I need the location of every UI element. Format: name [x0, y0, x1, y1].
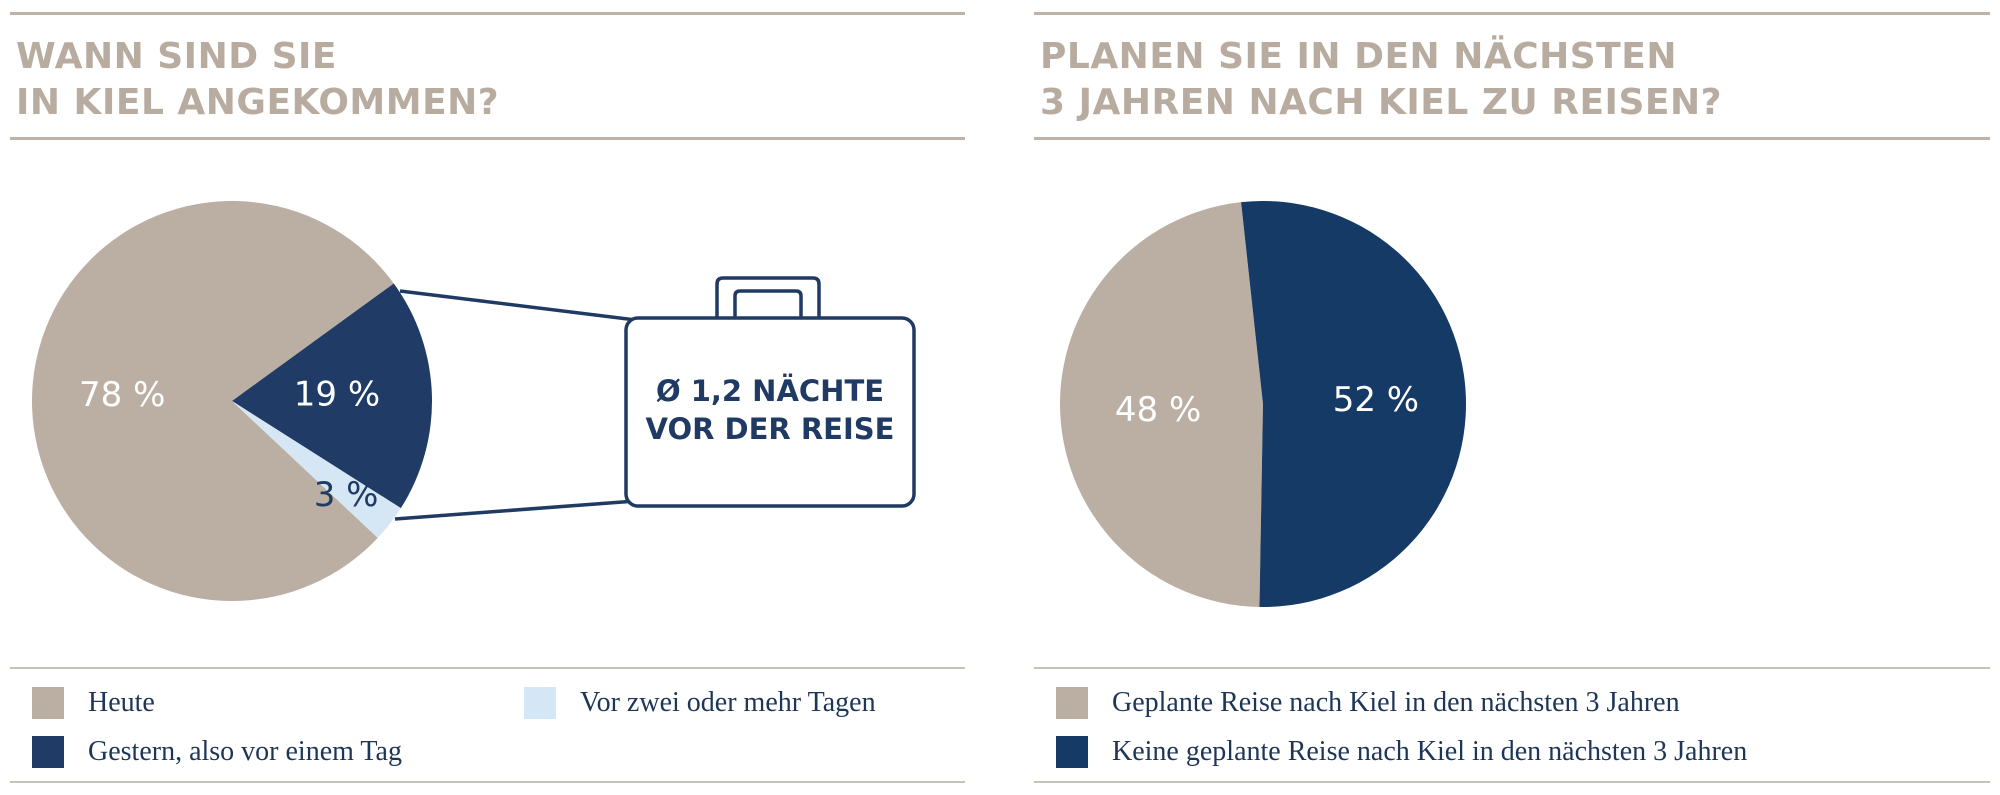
callout-connector	[394, 289, 637, 521]
legend-label: Keine geplante Reise nach Kiel in den nä…	[1112, 736, 1748, 767]
chart-title: PLANEN SIE IN DEN NÄCHSTEN 3 JAHREN NACH…	[1040, 34, 1722, 126]
future-trip-pie-chart: 48 % 52 %	[1059, 201, 1466, 607]
legend-label: Vor zwei oder mehr Tagen	[580, 687, 876, 718]
suitcase-icon	[624, 276, 916, 508]
pie-data-label: 52 %	[1333, 380, 1419, 420]
top-rule	[10, 12, 965, 15]
legend-label: Gestern, also vor einem Tag	[88, 736, 402, 767]
arrival-panel: WANN SIND SIE IN KIEL ANGEKOMMEN? 78 % 19…	[0, 0, 980, 795]
legend-item-keine-reise: Keine geplante Reise nach Kiel in den nä…	[1056, 734, 1747, 770]
pie-slice-keine-geplante-reise-nach-kiel-in-den-n-chsten-3-jahren	[1241, 201, 1466, 607]
legend-swatch	[524, 687, 556, 719]
chart-title-line: WANN SIND SIE	[16, 36, 338, 77]
legend-item-vor-zwei: Vor zwei oder mehr Tagen	[524, 685, 876, 721]
pie-data-label: 19 %	[294, 375, 380, 415]
pie-slice-heute	[32, 200, 394, 601]
callout-line: Ø 1,2 NÄCHTE	[655, 374, 885, 408]
suitcase-callout: Ø 1,2 NÄCHTE VOR DER REISE	[624, 274, 916, 508]
chart-title-line: 3 JAHREN NACH KIEL ZU REISEN?	[1040, 82, 1722, 123]
legend-top-rule	[1034, 667, 1990, 669]
chart-title: WANN SIND SIE IN KIEL ANGEKOMMEN?	[16, 34, 499, 126]
legend-item-geplante-reise: Geplante Reise nach Kiel in den nächsten…	[1056, 685, 1680, 721]
legend-item-gestern: Gestern, also vor einem Tag	[32, 734, 402, 770]
chart-title-line: PLANEN SIE IN DEN NÄCHSTEN	[1040, 36, 1677, 77]
callout-line: VOR DER REISE	[645, 412, 895, 446]
pie-data-label: 3 %	[314, 475, 379, 515]
legend-item-heute: Heute	[32, 685, 155, 721]
legend-swatch	[32, 687, 64, 719]
legend-top-rule	[10, 667, 965, 669]
top-rule	[1034, 12, 1990, 15]
title-rule	[1034, 137, 1990, 140]
arrival-pie-chart: 78 % 19 % 3 %	[32, 200, 432, 601]
legend-swatch	[32, 736, 64, 768]
legend-swatch	[1056, 687, 1088, 719]
chart-title-line: IN KIEL ANGEKOMMEN?	[16, 82, 500, 123]
future-trip-panel: PLANEN SIE IN DEN NÄCHSTEN 3 JAHREN NACH…	[1030, 0, 2000, 795]
pie-data-label: 48 %	[1115, 390, 1201, 430]
title-rule	[10, 137, 965, 140]
average-nights-text: Ø 1,2 NÄCHTE VOR DER REISE	[624, 372, 916, 448]
legend-swatch	[1056, 736, 1088, 768]
legend-label: Geplante Reise nach Kiel in den nächsten…	[1112, 687, 1680, 718]
legend-bottom-rule	[1034, 781, 1990, 783]
pie-slice-vor-zwei-oder-mehr-tagen	[232, 401, 401, 538]
legend-label: Heute	[88, 687, 155, 718]
pie-slice-geplante-reise-nach-kiel-in-den-n-chsten-3-jahren	[1059, 202, 1263, 607]
pie-data-label: 78 %	[79, 375, 165, 415]
legend-bottom-rule	[10, 781, 965, 783]
pie-slice-gestern-also-vor-einem-tag	[232, 283, 432, 509]
